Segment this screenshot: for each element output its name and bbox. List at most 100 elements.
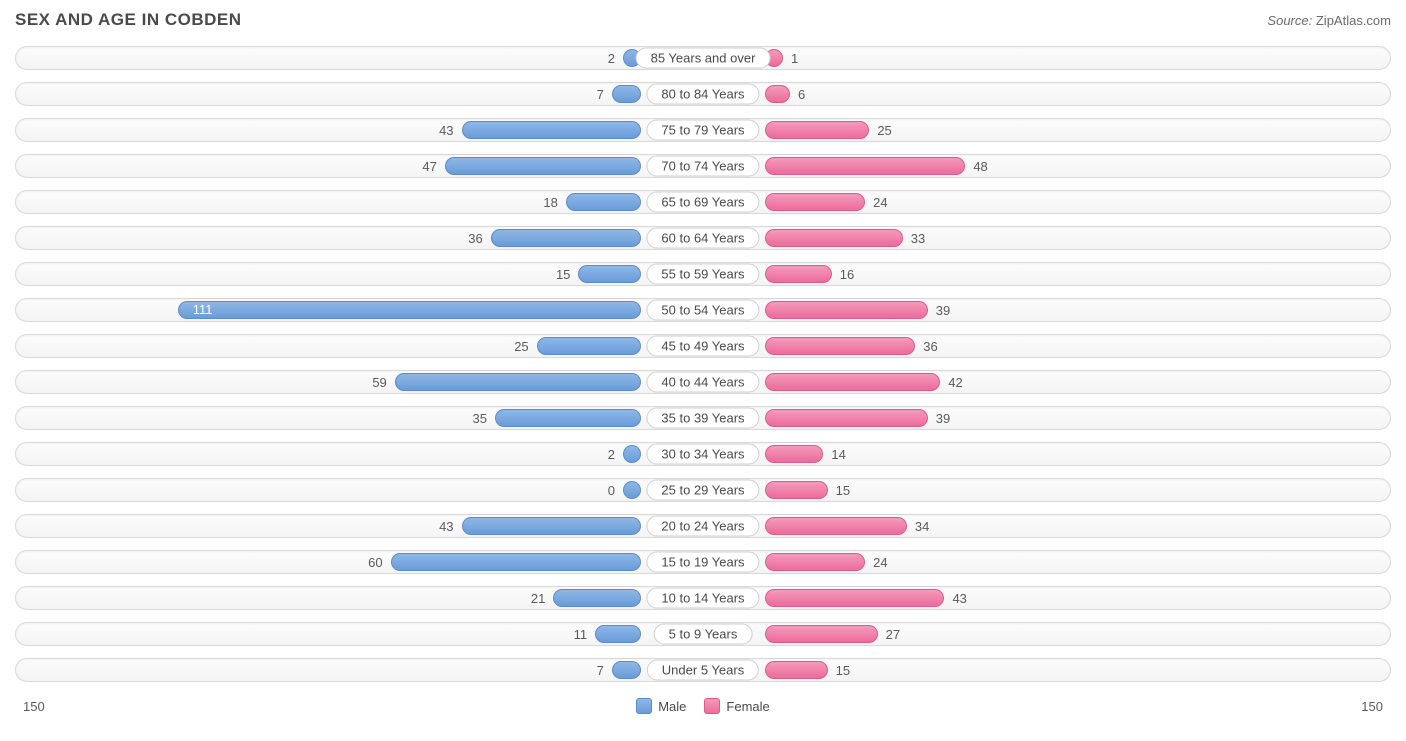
- female-bar: [765, 373, 940, 391]
- female-value: 25: [869, 123, 899, 138]
- male-half: 35: [15, 402, 703, 434]
- male-bar: [553, 589, 641, 607]
- male-bar: [462, 517, 641, 535]
- male-value: 0: [600, 483, 623, 498]
- male-value: 18: [535, 195, 565, 210]
- female-value: 48: [965, 159, 995, 174]
- female-half: 34: [703, 510, 1391, 542]
- female-half: 33: [703, 222, 1391, 254]
- female-value: 36: [915, 339, 945, 354]
- male-value: 15: [548, 267, 578, 282]
- male-value: 11: [566, 627, 596, 642]
- male-bar: [491, 229, 641, 247]
- female-bar: [765, 85, 790, 103]
- male-bar: [537, 337, 641, 355]
- male-value: 43: [431, 123, 461, 138]
- female-half: 14: [703, 438, 1391, 470]
- male-half: 15: [15, 258, 703, 290]
- male-half: 25: [15, 330, 703, 362]
- age-label: 70 to 74 Years: [646, 156, 759, 177]
- female-bar: [765, 301, 928, 319]
- pyramid-row: 36 3360 to 64 Years: [15, 222, 1391, 254]
- male-value: 7: [589, 663, 612, 678]
- legend-female: Female: [704, 698, 769, 714]
- female-bar: [765, 409, 928, 427]
- male-half: 36: [15, 222, 703, 254]
- female-value: 6: [790, 87, 813, 102]
- pyramid-row: 43 25 75 to 79 Years: [15, 114, 1391, 146]
- male-value: 43: [431, 519, 461, 534]
- female-half: 42: [703, 366, 1391, 398]
- male-half: 60: [15, 546, 703, 578]
- male-swatch-icon: [636, 698, 652, 714]
- female-half: 1: [703, 42, 1391, 74]
- male-value: 59: [364, 375, 394, 390]
- pyramid-row: 353935 to 39 Years: [15, 402, 1391, 434]
- male-half: 0: [15, 474, 703, 506]
- male-bar: [623, 445, 641, 463]
- age-label: 75 to 79 Years: [646, 120, 759, 141]
- chart-legend: Male Female: [636, 698, 770, 714]
- female-value: 34: [907, 519, 937, 534]
- male-half: 43: [15, 510, 703, 542]
- age-label: 10 to 14 Years: [646, 588, 759, 609]
- female-half: 6: [703, 78, 1391, 110]
- age-label: 60 to 64 Years: [646, 228, 759, 249]
- chart-header: SEX AND AGE IN COBDEN Source: ZipAtlas.c…: [15, 10, 1391, 30]
- female-bar: [765, 121, 869, 139]
- age-label: 65 to 69 Years: [646, 192, 759, 213]
- female-half: 15: [703, 474, 1391, 506]
- female-bar: [765, 265, 832, 283]
- female-value: 16: [832, 267, 862, 282]
- female-value: 15: [828, 663, 858, 678]
- male-value: 21: [523, 591, 553, 606]
- male-bar: [395, 373, 641, 391]
- pyramid-row: 151655 to 59 Years: [15, 258, 1391, 290]
- male-value: 2: [600, 447, 623, 462]
- age-label: Under 5 Years: [647, 660, 759, 681]
- female-bar: [765, 517, 907, 535]
- female-swatch-icon: [704, 698, 720, 714]
- chart-title: SEX AND AGE IN COBDEN: [15, 10, 242, 30]
- pyramid-row: 602415 to 19 Years: [15, 546, 1391, 578]
- male-value: 36: [460, 231, 490, 246]
- female-value: 1: [783, 51, 806, 66]
- age-label: 80 to 84 Years: [646, 84, 759, 105]
- female-half: 24: [703, 546, 1391, 578]
- pyramid-row: 47 48 70 to 74 Years: [15, 150, 1391, 182]
- axis-max-left: 150: [23, 699, 45, 714]
- male-half: 43: [15, 114, 703, 146]
- female-value: 42: [940, 375, 970, 390]
- male-value: 7: [589, 87, 612, 102]
- male-value: 111: [185, 302, 221, 317]
- age-label: 85 Years and over: [636, 48, 771, 69]
- age-label: 45 to 49 Years: [646, 336, 759, 357]
- female-half: 36: [703, 330, 1391, 362]
- male-bar: 111: [178, 301, 641, 319]
- male-half: 59: [15, 366, 703, 398]
- male-half: 47: [15, 150, 703, 182]
- source-label: Source:: [1267, 13, 1312, 28]
- female-value: 27: [878, 627, 908, 642]
- male-bar: [495, 409, 641, 427]
- female-bar: [765, 661, 828, 679]
- pyramid-row: 182465 to 69 Years: [15, 186, 1391, 218]
- male-value: 35: [464, 411, 494, 426]
- male-half: 21: [15, 582, 703, 614]
- pyramid-row: 7 6 80 to 84 Years: [15, 78, 1391, 110]
- male-bar: [612, 661, 641, 679]
- axis-max-right: 150: [1361, 699, 1383, 714]
- female-bar: [765, 625, 878, 643]
- female-value: 15: [828, 483, 858, 498]
- male-bar: [462, 121, 641, 139]
- pyramid-row: 594240 to 44 Years: [15, 366, 1391, 398]
- legend-female-label: Female: [726, 699, 769, 714]
- pyramid-row: 01525 to 29 Years: [15, 474, 1391, 506]
- pyramid-row: 1113950 to 54 Years: [15, 294, 1391, 326]
- male-bar: [612, 85, 641, 103]
- female-half: 48: [703, 150, 1391, 182]
- legend-male-label: Male: [658, 699, 686, 714]
- male-value: 60: [360, 555, 390, 570]
- chart-source: Source: ZipAtlas.com: [1267, 13, 1391, 28]
- female-half: 43: [703, 582, 1391, 614]
